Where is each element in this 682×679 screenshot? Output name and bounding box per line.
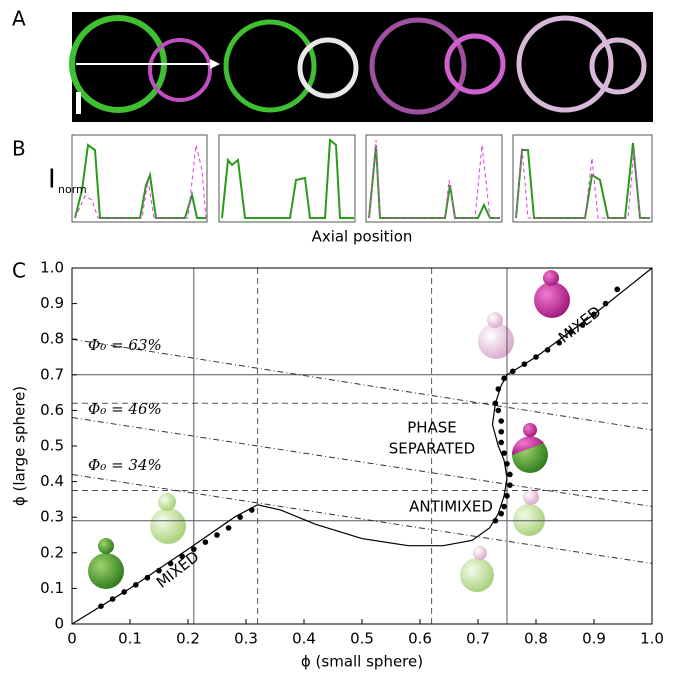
x-tick-label: 0 bbox=[67, 630, 77, 648]
data-point bbox=[225, 525, 232, 531]
data-point bbox=[544, 347, 551, 353]
data-point bbox=[498, 418, 505, 424]
x-tick-label: 0.7 bbox=[466, 630, 490, 648]
ylabel: I bbox=[48, 165, 56, 195]
y-tick-label: 0.4 bbox=[40, 472, 64, 490]
y-tick-label: 0.5 bbox=[40, 437, 64, 455]
x-tick-label: 1.0 bbox=[640, 630, 664, 648]
y-tick-label: 0.9 bbox=[40, 294, 64, 312]
y-axis-label: ϕ (large sphere) bbox=[11, 386, 29, 506]
y-tick-label: 0.2 bbox=[40, 543, 64, 561]
annotation: ANTIMIXED bbox=[409, 498, 493, 516]
data-point bbox=[156, 567, 162, 574]
ylabel-sub: norm bbox=[58, 183, 87, 196]
data-point bbox=[179, 553, 185, 560]
data-point bbox=[492, 400, 499, 407]
data-point bbox=[214, 532, 220, 538]
spheres bbox=[88, 270, 570, 592]
y-tick-label: 0.7 bbox=[40, 365, 64, 383]
data-point bbox=[533, 354, 539, 360]
data-point bbox=[507, 471, 513, 478]
data-point bbox=[492, 517, 499, 524]
x-tick-label: 0.4 bbox=[292, 630, 316, 648]
data-point bbox=[495, 407, 502, 414]
data-point bbox=[507, 482, 513, 488]
phi-label: Φ₀ = 34% bbox=[88, 456, 162, 474]
y-tick-label: 0.3 bbox=[40, 508, 64, 526]
data-point bbox=[144, 574, 151, 581]
x-tick-label: 0.1 bbox=[118, 630, 142, 648]
x-tick-label: 0.2 bbox=[176, 630, 200, 648]
data-point bbox=[591, 311, 597, 318]
y-tick-label: 0.8 bbox=[40, 330, 64, 348]
annotation: PHASE bbox=[407, 419, 457, 437]
phi-label: Φ₀ = 63% bbox=[88, 336, 162, 354]
x-tick-label: 0.3 bbox=[234, 630, 258, 648]
x-tick-label: 0.5 bbox=[350, 630, 374, 648]
data-point bbox=[510, 368, 516, 375]
data-point bbox=[501, 375, 507, 382]
data-point bbox=[498, 428, 505, 435]
data-point bbox=[521, 361, 528, 367]
phi-label: Φ₀ = 46% bbox=[88, 400, 162, 418]
micrographs bbox=[69, 12, 653, 122]
data-point bbox=[501, 503, 507, 510]
data-point bbox=[167, 560, 174, 567]
data-point bbox=[579, 322, 586, 328]
data-point bbox=[191, 546, 197, 553]
y-tick-label: 0 bbox=[54, 615, 64, 633]
data-point bbox=[614, 286, 620, 293]
data-point bbox=[98, 603, 104, 609]
x-tick-label: 0.6 bbox=[408, 630, 432, 648]
data-point bbox=[202, 539, 209, 545]
data-point bbox=[237, 514, 243, 520]
data-point bbox=[501, 450, 507, 456]
panel-label: A bbox=[12, 7, 26, 31]
data-point bbox=[504, 493, 510, 499]
panel-label: B bbox=[12, 137, 26, 161]
xlabel: Axial position bbox=[312, 228, 413, 246]
profiles bbox=[71, 134, 653, 223]
x-tick-label: 0.8 bbox=[524, 630, 548, 648]
panel-label: C bbox=[12, 259, 26, 283]
annotation: SEPARATED bbox=[389, 440, 475, 458]
y-tick-label: 0.6 bbox=[40, 401, 64, 419]
data-point bbox=[504, 461, 510, 467]
data-point bbox=[121, 589, 127, 595]
data-point bbox=[568, 329, 574, 335]
data-point bbox=[495, 386, 502, 392]
x-axis-label: ϕ (small sphere) bbox=[301, 653, 423, 671]
x-tick-label: 0.9 bbox=[582, 630, 606, 648]
data-point bbox=[109, 596, 116, 602]
y-tick-label: 0.1 bbox=[40, 579, 64, 597]
data-point bbox=[602, 300, 609, 307]
data-point bbox=[249, 507, 255, 513]
data-point bbox=[133, 582, 139, 588]
data-point bbox=[498, 439, 505, 446]
data-point bbox=[498, 510, 505, 517]
y-tick-label: 1.0 bbox=[40, 259, 64, 277]
data-point bbox=[556, 339, 562, 346]
